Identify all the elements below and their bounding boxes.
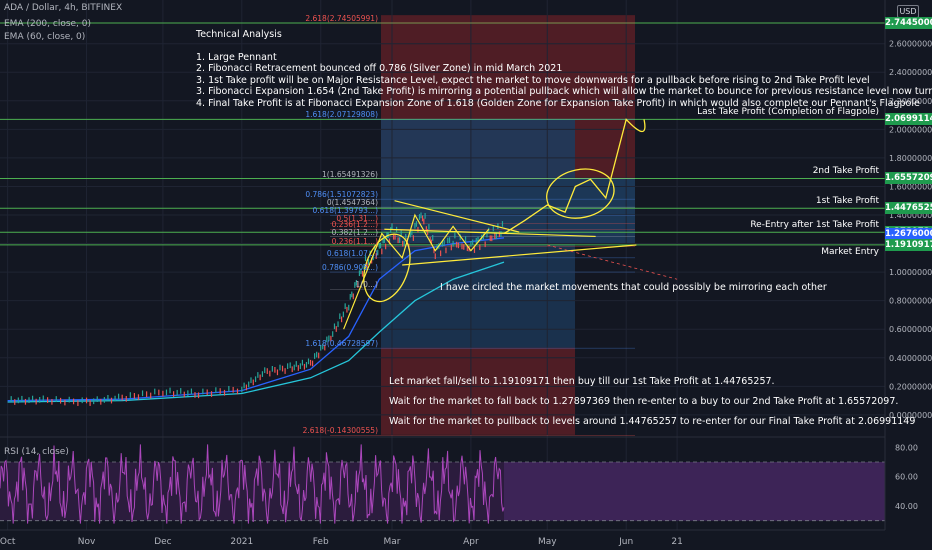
- target-zone: [381, 119, 575, 178]
- price-axis: [885, 0, 932, 550]
- dashed-projection: [547, 244, 678, 280]
- rsi-line: [0, 444, 505, 524]
- price-badge: 2.74450000: [885, 17, 932, 30]
- rsi-tick-label: 80.00: [895, 443, 918, 452]
- circle-marker-right: [546, 168, 615, 219]
- x-tick-label: Dec: [154, 537, 171, 547]
- x-tick-label: Nov: [78, 537, 96, 547]
- ema200-line: [7, 261, 505, 403]
- analysis-title: Technical Analysis: [196, 29, 282, 40]
- x-tick-label: 2021: [230, 537, 253, 547]
- price-badge: 2.06991149: [885, 113, 932, 126]
- trade-plan: Let market fall/sell to 1.19109171 then …: [389, 372, 915, 432]
- ema200-legend[interactable]: EMA (200, close, 0): [4, 19, 92, 29]
- x-tick-label: Mar: [384, 537, 401, 547]
- symbol-title: ADA / Dollar, 4h, BITFINEX: [4, 3, 123, 13]
- fib-label: 0.236(1.2...): [331, 220, 378, 230]
- currency-button[interactable]: USD: [897, 5, 919, 18]
- plan-line: Wait for the market to pullback to level…: [389, 416, 916, 427]
- fib-label: 1.618(0.46728597): [305, 339, 378, 349]
- analysis-notes: Technical Analysis 1. Large Pennant 2. F…: [196, 29, 932, 109]
- plan-line: Let market fall/sell to 1.19109171 then …: [389, 376, 775, 387]
- plan-line: Wait for the market to fall back to 1.27…: [389, 396, 899, 407]
- level-label: Last Take Profit (Completion of Flagpole…: [697, 107, 879, 118]
- fib-label: 2.618(-0.14300555): [302, 426, 378, 436]
- analysis-line: 3. 1st Take profit will be on Major Resi…: [196, 74, 870, 86]
- fib-label: 0.786(1.51072823): [305, 190, 378, 200]
- circle-marker-left: [363, 233, 411, 303]
- fib-label: 1(0...): [355, 280, 378, 290]
- fib-label: 2.618(2.74505991): [305, 13, 378, 23]
- analysis-line: 2. Fibonacci Retracement bounced off 0.7…: [196, 63, 563, 74]
- x-tick-label: 21: [671, 537, 682, 547]
- x-tick-label: Jun: [618, 537, 633, 547]
- price-badge: 1.44765257: [885, 202, 932, 215]
- pennant-lines: [384, 200, 637, 266]
- level-label: 1st Take Profit: [815, 196, 879, 207]
- fib-label: 0.618(1.07...): [326, 248, 378, 258]
- analysis-line: 4. Final Take Profit is at Fibonacci Exp…: [196, 97, 920, 109]
- fib-label: 0(1.4547364): [326, 198, 378, 208]
- level-label: 2nd Take Profit: [812, 166, 879, 177]
- fib-label: 0.5(1.31...): [336, 214, 378, 224]
- rsi-tick-label: 60.00: [895, 473, 918, 482]
- analysis-line: 1. Large Pennant: [196, 51, 277, 63]
- projection-path: [503, 118, 646, 235]
- rsi-tick-label: 40.00: [895, 502, 918, 511]
- analysis-line: 3. Fibonacci Expansion 1.654 (2nd Take P…: [196, 86, 932, 97]
- fib-label: 0.786(0.905...): [322, 263, 378, 273]
- rsi-band-future: [504, 462, 885, 521]
- loss-zone: [381, 347, 575, 435]
- x-tick-label: Feb: [313, 537, 329, 547]
- zigzag-line: [343, 213, 490, 330]
- rsi-title: RSI (14, close): [4, 447, 69, 457]
- fib-label: 1.618(2.07129808): [305, 110, 378, 120]
- x-tick-label: Oct: [0, 537, 16, 547]
- lower-zone: [381, 243, 575, 348]
- x-tick-label: May: [538, 537, 557, 547]
- fib-label: 1(1.65491326): [322, 169, 378, 179]
- price-badge: 1.19109171: [885, 238, 932, 251]
- circle-note: I have circled the market movements that…: [440, 282, 827, 293]
- price-badge: 1.65572097: [885, 172, 932, 185]
- fib-label: 0.618(1.39793...): [312, 206, 379, 216]
- level-label: Re-Entry after 1st Take Profit: [750, 220, 879, 231]
- fib-label: 0.382(1.2...): [331, 227, 378, 237]
- level-label: Market Entry: [821, 246, 879, 257]
- x-tick-label: Apr: [463, 537, 479, 547]
- ema60-legend[interactable]: EMA (60, close, 0): [4, 32, 86, 42]
- price-badge: 1.26760000: [885, 227, 932, 240]
- fib-label: 0.236(1.1...): [331, 237, 378, 247]
- ema60-line: [7, 237, 505, 402]
